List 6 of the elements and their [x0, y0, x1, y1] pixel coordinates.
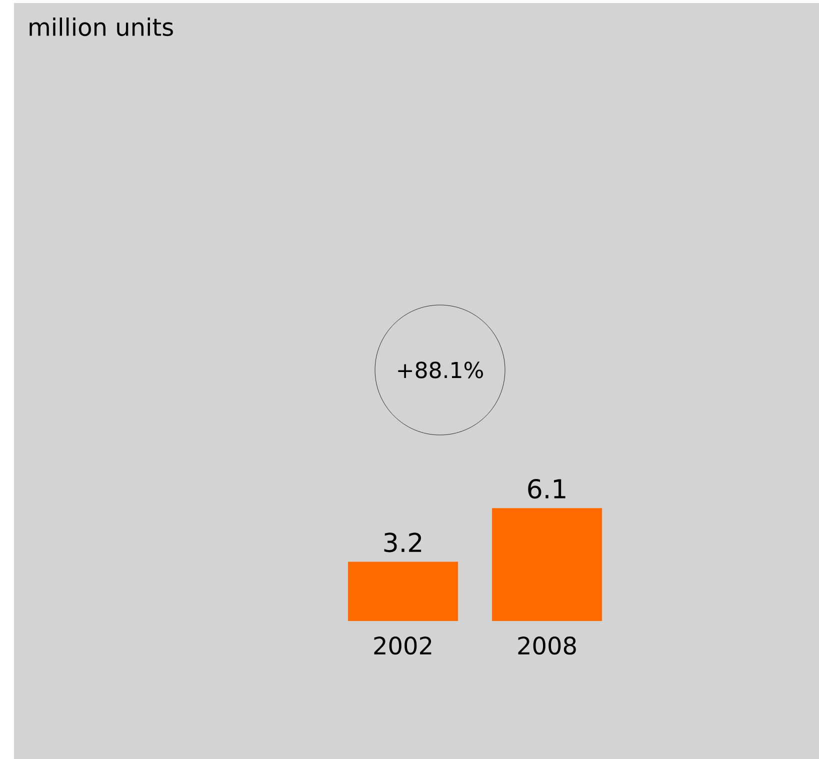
- x-tick-label: 2002: [374, 636, 432, 655]
- text: +88.1%: [398, 362, 483, 378]
- text: million units: [30, 18, 173, 36]
- x-tick-label: 2008: [518, 636, 576, 655]
- data-label: 3.2: [384, 532, 422, 552]
- data-label: 6.1: [528, 478, 566, 499]
